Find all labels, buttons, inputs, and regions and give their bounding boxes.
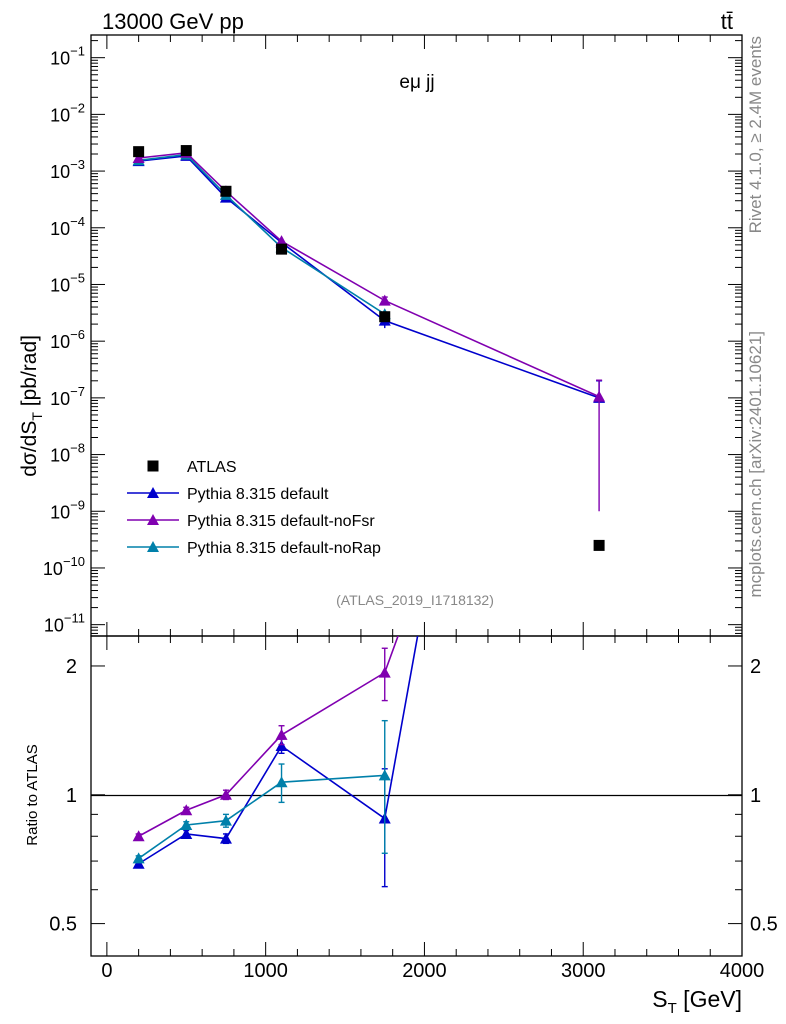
legend-label: Pythia 8.315 default <box>187 486 329 503</box>
main-y-tick-label: 10−1 <box>50 44 85 69</box>
ratio-series-pythia-8-315-default-nofsr <box>132 636 399 842</box>
main-y-tick-label: 10−3 <box>50 157 85 182</box>
ratio-point <box>378 666 391 678</box>
x-tick-label: 3000 <box>561 960 606 982</box>
ratio-point <box>275 728 288 740</box>
ratio-point <box>275 740 288 752</box>
ratio-series-pythia-8-315-default-norap <box>132 719 391 864</box>
ratio-point <box>180 818 193 830</box>
main-y-axis-label: dσ/dST [pb/rad] <box>18 335 45 477</box>
legend: ATLAS Pythia 8.315 default Pythia 8.315 de… <box>127 459 381 557</box>
legend-label: Pythia 8.315 default-noRap <box>187 540 381 557</box>
data-point <box>180 145 192 157</box>
data-point <box>133 146 145 158</box>
ratio-point <box>219 814 232 826</box>
series-line <box>138 151 600 398</box>
series-atlas <box>133 145 605 551</box>
series-line <box>138 153 386 315</box>
data-point <box>378 294 391 306</box>
legend-item: Pythia 8.315 default-noRap <box>127 540 381 557</box>
main-panel: 10−11 10−10 10−9 10−8 10−7 10−6 10−5 10−4 10−3 10… <box>18 34 743 637</box>
ratio-line <box>138 636 419 865</box>
ratio-point <box>132 830 145 842</box>
legend-marker <box>147 487 159 498</box>
ratio-point <box>275 776 288 788</box>
series-pythia-8-315-default-norap <box>132 148 391 320</box>
ratio-series-pythia-8-315-default <box>132 636 419 888</box>
x-tick-label: 0 <box>101 960 112 982</box>
data-point <box>132 152 145 164</box>
x-tick-label: 4000 <box>720 960 765 982</box>
main-y-tick-label: 10−4 <box>50 214 85 239</box>
ratio-y-tick-label: 0.5 <box>49 914 77 936</box>
header-left-title: 13000 GeV pp <box>102 9 244 34</box>
main-y-tick-label: 10−10 <box>43 554 85 579</box>
data-point <box>593 539 605 551</box>
main-y-tick-label: 10−8 <box>50 441 85 466</box>
legend-label: ATLAS <box>187 459 237 476</box>
data-point <box>593 390 606 402</box>
ratio-panel: 0.5 0.5 1 1 2 2 0 1000 2000 3000 4000 Ratio to ATL… <box>24 635 778 1017</box>
series-pythia-8-315-default-nofsr <box>132 146 606 512</box>
svg-text:ST [GeV]: ST [GeV] <box>652 986 742 1017</box>
legend-item: Pythia 8.315 default-noFsr <box>127 513 375 530</box>
main-y-tick-label: 10−5 <box>50 270 85 295</box>
ratio-y-tick-label: 2 <box>750 656 761 678</box>
ratio-y-tick-label: 0.5 <box>750 914 778 936</box>
x-axis-label: ST [GeV] <box>652 986 742 1017</box>
mcplots-label: mcplots.cern.ch [arXiv:2401.10621] <box>746 331 765 597</box>
ratio-point <box>219 832 232 844</box>
main-y-tick-label: 10−9 <box>50 497 85 522</box>
data-point <box>276 243 288 255</box>
ratio-point <box>180 804 193 816</box>
data-point <box>275 235 288 247</box>
legend-item: ATLAS <box>147 459 237 476</box>
legend-marker <box>147 541 159 552</box>
svg-text:dσ/dST [pb/rad]: dσ/dST [pb/rad] <box>18 335 45 477</box>
ratio-point <box>378 769 391 781</box>
x-tick-label: 1000 <box>243 960 288 982</box>
ratio-y-tick-label: 1 <box>66 785 77 807</box>
data-point <box>220 185 232 197</box>
legend-item: Pythia 8.315 default <box>127 486 329 503</box>
legend-label: Pythia 8.315 default-noFsr <box>187 513 375 530</box>
legend-marker <box>147 514 159 525</box>
ratio-y-tick-label: 2 <box>66 656 77 678</box>
ratio-point <box>132 852 145 864</box>
rivet-label: Rivet 4.1.0, ≥ 2.4M events <box>746 36 765 233</box>
analysis-tag: (ATLAS_2019_I1718132) <box>336 592 494 608</box>
ratio-line <box>138 636 399 837</box>
data-point <box>379 311 391 323</box>
x-tick-label: 2000 <box>402 960 447 982</box>
legend-marker <box>147 460 159 472</box>
main-title: eμ jj <box>399 72 434 93</box>
main-y-tick-label: 10−11 <box>44 611 85 636</box>
ratio-y-axis-label: Ratio to ATLAS <box>24 744 41 845</box>
main-y-tick-label: 10−7 <box>50 384 85 409</box>
main-y-tick-label: 10−2 <box>50 100 85 125</box>
ratio-y-tick-label: 1 <box>750 785 761 807</box>
main-y-tick-label: 10−6 <box>50 327 85 352</box>
series-line <box>138 155 600 399</box>
ratio-point <box>219 788 232 800</box>
header-right-title: tt̄ <box>721 9 733 34</box>
ratio-point <box>180 827 193 839</box>
series-pythia-8-315-default <box>132 149 606 403</box>
